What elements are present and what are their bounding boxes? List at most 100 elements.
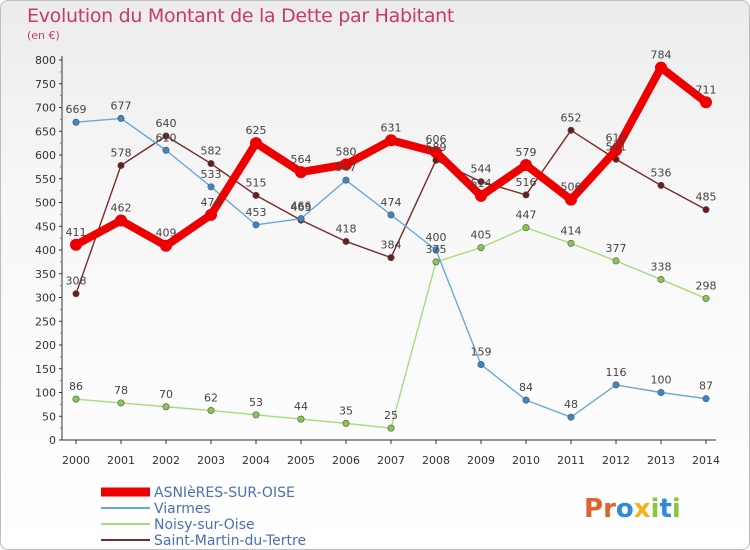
y-tick-label: 200 [35,339,56,352]
data-point [610,144,622,157]
x-tick-label: 2002 [152,454,180,467]
data-label: 640 [156,117,177,130]
data-point [702,206,710,214]
data-label: 677 [111,99,132,112]
data-label: 514 [471,177,492,190]
data-label: 610 [606,131,627,144]
chart-unit: (en €) [27,29,60,42]
data-label: 652 [561,111,582,124]
data-label: 462 [111,202,132,215]
y-tick-label: 800 [35,54,56,67]
data-label: 564 [291,153,312,166]
data-point [252,191,260,199]
data-label: 447 [516,209,537,222]
data-point [72,118,80,126]
data-label: 418 [336,222,357,235]
data-point [207,183,215,191]
data-point [297,215,305,223]
x-tick-label: 2008 [422,454,450,467]
data-point [297,415,305,423]
x-tick-label: 2006 [332,454,360,467]
data-label: 35 [339,404,353,417]
data-label: 591 [606,140,627,153]
x-tick-label: 2014 [692,454,720,467]
legend-item: Saint-Martin-du-Tertre [101,533,306,549]
data-label: 411 [66,226,87,239]
data-label: 515 [246,176,267,189]
data-point [117,114,125,122]
data-label: 485 [696,191,717,204]
data-point [702,395,710,403]
data-label: 70 [159,388,173,401]
data-label: 582 [201,145,222,158]
data-point [567,239,575,247]
data-point [162,132,170,140]
data-label: 711 [696,83,717,96]
data-label: 159 [471,345,492,358]
data-point [387,211,395,219]
x-tick-label: 2009 [467,454,495,467]
data-point [252,411,260,419]
y-tick-label: 500 [35,197,56,210]
data-label: 78 [114,384,128,397]
data-label: 384 [381,239,402,252]
data-point [342,237,350,245]
data-label: 409 [156,227,177,240]
y-tick-label: 550 [35,173,56,186]
data-point [612,257,620,265]
data-label: 547 [336,161,357,174]
data-label: 400 [426,231,447,244]
data-point [160,239,172,252]
legend-label: Viarmes [154,501,211,517]
data-point [522,396,530,404]
chart-title: Evolution du Montant de la Dette par Hab… [27,5,455,27]
data-label: 474 [381,196,402,209]
data-label: 48 [564,398,578,411]
data-point [117,399,125,407]
data-point [567,413,575,421]
y-tick-label: 350 [35,268,56,281]
legend-label: Noisy-sur-Oise [154,517,255,533]
x-tick-label: 2001 [107,454,135,467]
data-label: 53 [249,396,263,409]
data-point [477,244,485,252]
proxiti-logo: Proxiti [584,494,681,524]
data-label: 784 [651,49,672,62]
data-label: 579 [516,146,537,159]
y-tick-label: 450 [35,220,56,233]
x-tick-label: 2010 [512,454,540,467]
y-tick-label: 650 [35,125,56,138]
data-point [342,419,350,427]
data-point [385,134,397,147]
y-tick-label: 400 [35,244,56,257]
x-tick-label: 2004 [242,454,270,467]
data-point [655,61,667,74]
data-label: 578 [111,146,132,159]
data-point [295,166,307,179]
data-point [252,221,260,229]
data-point [70,238,82,251]
y-tick-label: 100 [35,387,56,400]
data-label: 116 [606,366,627,379]
data-label: 533 [201,168,222,181]
data-label: 87 [699,380,713,393]
data-point [700,96,712,109]
data-label: 625 [246,124,267,137]
series-asni-res-sur-oise [70,61,712,252]
data-point [565,193,577,206]
data-point [657,388,665,396]
data-point [612,381,620,389]
data-label: 631 [381,121,402,134]
data-label: 580 [336,146,357,159]
data-point [520,158,532,171]
data-point [162,146,170,154]
data-label: 453 [246,206,267,219]
data-label: 414 [561,224,582,237]
data-label: 544 [471,163,492,176]
x-tick-label: 2011 [557,454,585,467]
data-label: 44 [294,400,308,413]
data-point [72,395,80,403]
data-label: 669 [66,103,87,116]
data-point [207,407,215,415]
